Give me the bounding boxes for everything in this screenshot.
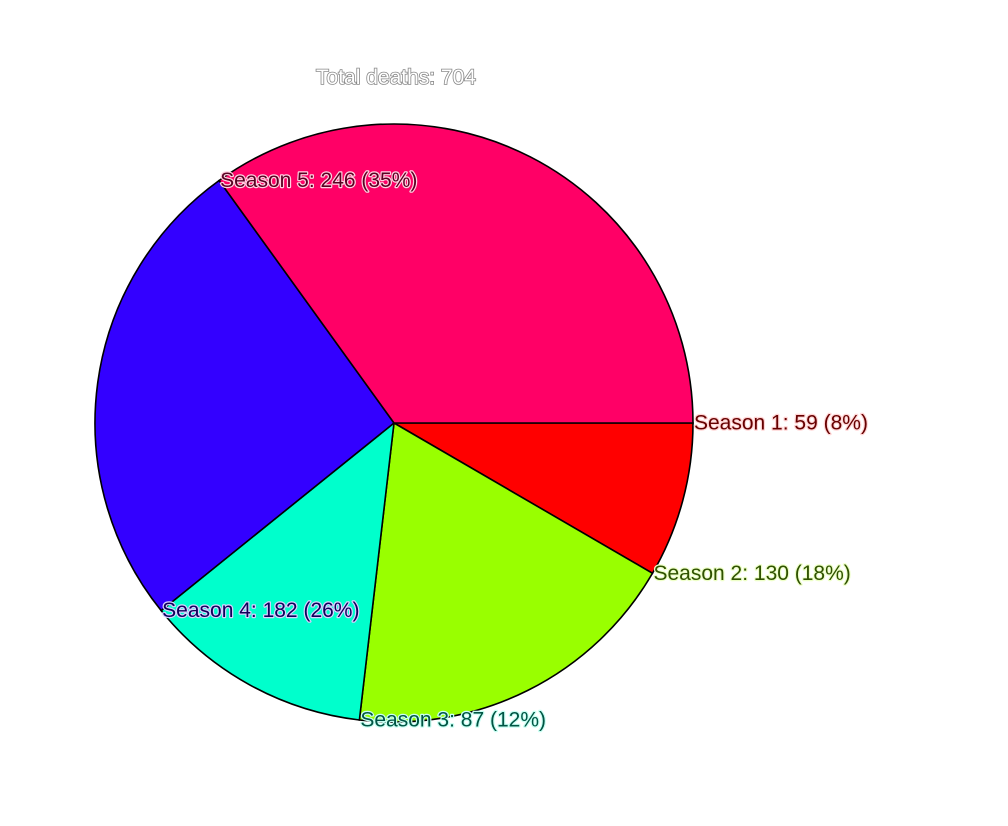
pie-labels: Season 1: 59 (8%) Season 2: 130 (18%) Seas… bbox=[161, 168, 869, 733]
pie-slice-2 bbox=[358, 421, 654, 723]
pie-slices bbox=[94, 123, 694, 723]
pie-slice-label-3: Season 3: 87 (12%) bbox=[360, 709, 546, 732]
pie-slice-1 bbox=[391, 422, 694, 575]
pie-slice-5 bbox=[217, 123, 694, 424]
pie-slice-label-5: Season 5: 246 (35%) bbox=[220, 169, 417, 192]
pie-slice-label-1: Season 1: 59 (8%) bbox=[694, 412, 868, 435]
chart-total-label: Total deaths: 704 bbox=[316, 66, 476, 89]
pie-slice-label-2: Season 2: 130 (18%) bbox=[653, 562, 850, 585]
pie-slice-3 bbox=[160, 421, 396, 721]
pie-slice-label-4: Season 4: 182 (26%) bbox=[162, 599, 359, 622]
pie-slice-4 bbox=[94, 179, 396, 612]
